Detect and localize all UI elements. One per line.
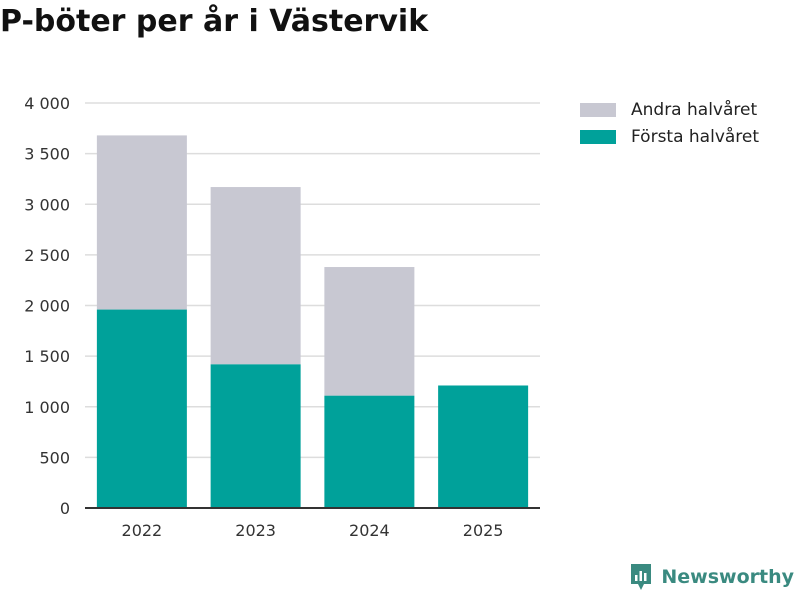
- bars: [96, 135, 529, 508]
- x-tick-label: 2023: [235, 521, 276, 540]
- legend-item-forsta-halvaret: Första halvåret: [580, 123, 759, 150]
- y-tick-label: 500: [39, 448, 70, 467]
- y-tick-label: 1 000: [24, 398, 70, 417]
- branding: Newsworthy: [629, 562, 794, 592]
- bar-andra-halvaret-2024: [324, 267, 415, 396]
- chart-title: P-böter per år i Västervik: [0, 4, 429, 39]
- bar-andra-halvaret-2023: [210, 187, 301, 365]
- y-tick-label: 0: [60, 499, 70, 518]
- x-tick-label: 2024: [349, 521, 390, 540]
- newsworthy-logo-icon: [631, 564, 652, 590]
- x-tick-label: 2025: [463, 521, 504, 540]
- axes: 0 500 1 000 1 500 2 000 2 500 3 000 3 500 4 000 2…: [24, 94, 540, 540]
- legend-item-andra-halvaret: Andra halvåret: [580, 96, 759, 123]
- bar-andra-halvaret-2022: [96, 135, 187, 310]
- legend-label-forsta-halvaret: Första halvåret: [631, 126, 760, 147]
- bar-forsta-halvaret-2025: [438, 385, 529, 508]
- x-tick-label: 2022: [122, 521, 163, 540]
- legend-swatch-andra-halvaret: [580, 102, 616, 117]
- bar-forsta-halvaret-2024: [324, 395, 415, 508]
- bar-forsta-halvaret-2022: [96, 309, 187, 508]
- y-tick-label: 2 500: [24, 246, 70, 265]
- brand-name: Newsworthy: [661, 566, 794, 588]
- y-tick-label: 4 000: [24, 94, 70, 113]
- legend: Andra halvåret Första halvåret: [580, 96, 759, 150]
- bar-forsta-halvaret-2023: [210, 364, 301, 508]
- legend-swatch-forsta-halvaret: [580, 129, 616, 144]
- legend-label-andra-halvaret: Andra halvåret: [631, 99, 758, 120]
- y-tick-label: 1 500: [24, 347, 70, 366]
- y-tick-label: 3 000: [24, 195, 70, 214]
- y-tick-label: 3 500: [24, 145, 70, 164]
- y-tick-label: 2 000: [24, 297, 70, 316]
